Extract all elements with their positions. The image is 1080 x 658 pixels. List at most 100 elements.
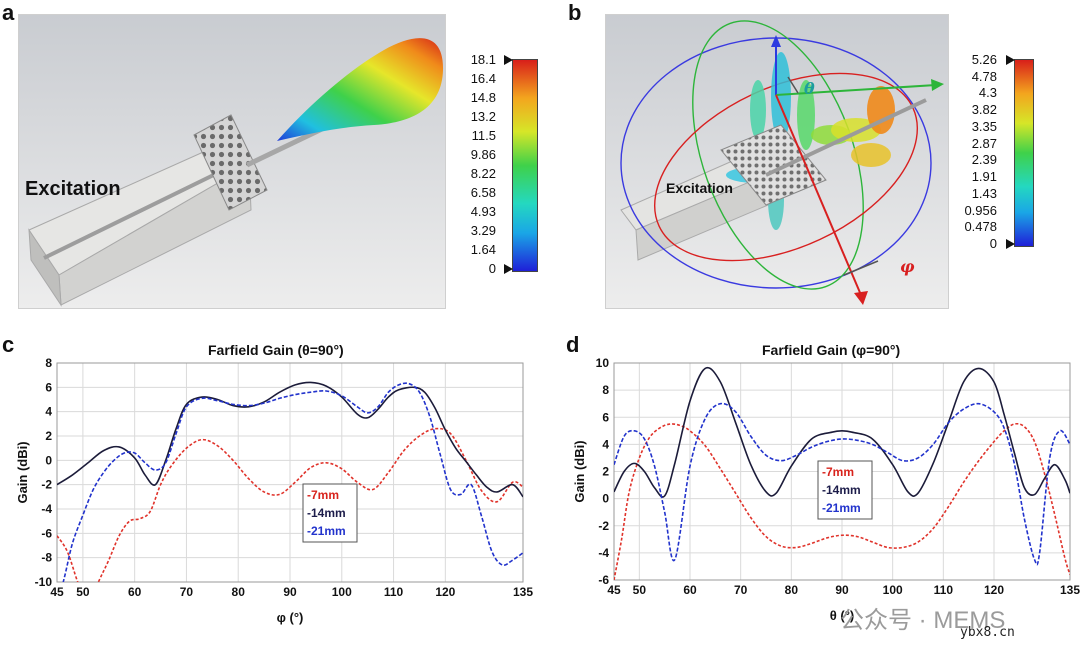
y-tick-label: 2 <box>45 429 52 443</box>
perforated-block <box>193 114 268 211</box>
x-tick-label: 120 <box>984 583 1004 597</box>
colorbar-b-markers <box>1006 55 1015 249</box>
colorbar-tick: 11.5 <box>471 128 496 143</box>
y-tick-label: -6 <box>598 573 609 587</box>
x-tick-label: 45 <box>607 583 621 597</box>
colorbar-tick: 4.3 <box>978 85 997 101</box>
panel-a-antenna-figure <box>28 38 444 307</box>
x-tick-label: 100 <box>332 585 352 599</box>
colorbar-tick: 5.26 <box>971 52 997 67</box>
x-tick-label: 80 <box>232 585 246 599</box>
y-tick-label: 4 <box>45 405 52 419</box>
phi-label: φ <box>900 257 915 276</box>
colorbar-tick: 3.35 <box>971 118 997 134</box>
chart-d-title: Farfield Gain (φ=90°) <box>762 342 901 358</box>
x-tick-label: 110 <box>934 583 954 597</box>
colorbar-tick: 3.82 <box>971 102 997 118</box>
y-tick-label: 6 <box>602 410 609 424</box>
y-axis <box>775 84 937 96</box>
legend-item: -14mm <box>307 506 346 520</box>
x-axis <box>775 94 862 296</box>
x-tick-label: 60 <box>683 583 697 597</box>
y-tick-label: 0 <box>45 453 52 467</box>
colorbar-tick: 14.8 <box>470 90 496 105</box>
panel-b-letter: b <box>568 0 582 25</box>
series-line-21mm <box>62 382 523 582</box>
series-line-14mm <box>614 366 1070 498</box>
x-tick-label: 120 <box>435 585 455 599</box>
theta-label: θ <box>804 79 815 98</box>
y-tick-label: 6 <box>45 380 52 394</box>
colorbar-tick: 13.2 <box>470 109 496 124</box>
radiation-lobe <box>277 38 444 141</box>
x-tick-label: 90 <box>283 585 297 599</box>
perforated-block-b <box>720 124 827 206</box>
colorbar-tick: 4.78 <box>971 68 997 84</box>
series-line-7mm <box>614 422 1070 580</box>
excitation-label-a: Excitation <box>25 178 121 200</box>
chart-c-title: Farfield Gain (θ=90°) <box>208 342 344 358</box>
y-tick-label: -6 <box>41 526 52 540</box>
series-line-21mm <box>614 402 1070 566</box>
x-tick-label: 135 <box>1060 583 1080 597</box>
series-line-14mm <box>57 381 523 498</box>
legend-item: -21mm <box>822 501 861 515</box>
colorbar-b <box>1014 59 1034 247</box>
plot-frame <box>613 362 1071 581</box>
panel-b-antenna-figure <box>620 20 944 305</box>
y-tick-label: 10 <box>596 356 610 370</box>
y-tick-label: -4 <box>598 546 609 560</box>
y-tick-label: -2 <box>598 519 609 533</box>
panel-a-render: Excitation <box>18 14 446 309</box>
y-axis-label: Gain (dBi) <box>572 440 587 502</box>
colorbar-tick: 0 <box>488 261 496 276</box>
panel-b-render: θ φ Excitation <box>605 14 949 309</box>
x-tick-label: 110 <box>384 585 404 599</box>
feed-line-b <box>765 98 927 177</box>
colorbar-tick: 0.478 <box>964 219 997 235</box>
legend-item: -21mm <box>307 524 346 538</box>
y-tick-label: 8 <box>45 356 52 370</box>
colorbar-tick: 8.22 <box>470 166 496 181</box>
legend-item: -7mm <box>822 465 854 479</box>
colorbar-a-markers <box>504 55 513 274</box>
panel-c-letter: c <box>2 332 15 357</box>
waveguide-side-b <box>635 174 769 261</box>
x-tick-label: 70 <box>180 585 194 599</box>
y-tick-label: 2 <box>602 465 609 479</box>
x-tick-label: 50 <box>76 585 90 599</box>
y-tick-label: -10 <box>35 575 53 589</box>
excitation-label-b: Excitation <box>666 180 733 196</box>
x-tick-label: 100 <box>883 583 903 597</box>
series-line-7mm <box>57 427 523 582</box>
legend-box <box>817 460 873 520</box>
colorbar-a <box>512 59 538 272</box>
x-axis-label: θ (°) <box>830 608 855 623</box>
colorbar-tick: 9.86 <box>470 147 496 162</box>
x-tick-label: 90 <box>835 583 849 597</box>
panel-a-letter: a <box>2 0 15 25</box>
x-tick-label: 45 <box>50 585 64 599</box>
y-tick-label: 8 <box>602 383 609 397</box>
colorbar-tick: 0 <box>989 236 997 251</box>
source-text: ybx8.cn <box>960 625 1015 640</box>
colorbar-tick: 18.1 <box>470 52 496 67</box>
y-tick-label: 4 <box>602 437 609 451</box>
x-tick-label: 80 <box>785 583 799 597</box>
x-tick-label: 60 <box>128 585 142 599</box>
colorbar-tick: 1.91 <box>971 169 997 185</box>
chart-c: 45 50 60 70 80 90 100 110 120 135 -10 -8 -6 -4 -2 0 2 4 6 8… <box>15 356 533 625</box>
legend-item: -14mm <box>822 483 861 497</box>
x-tick-label: 135 <box>513 585 533 599</box>
panel-d-letter: d <box>566 332 580 357</box>
colorbar-tick: 4.93 <box>470 204 496 219</box>
legend-box <box>302 483 358 543</box>
plot-frame <box>56 362 524 583</box>
x-tick-label: 50 <box>633 583 647 597</box>
y-tick-label: -4 <box>41 502 52 516</box>
colorbar-tick: 6.58 <box>470 185 496 200</box>
colorbar-tick: 2.87 <box>971 135 997 151</box>
y-tick-label: -8 <box>41 551 52 565</box>
colorbar-tick: 0.956 <box>964 202 997 218</box>
